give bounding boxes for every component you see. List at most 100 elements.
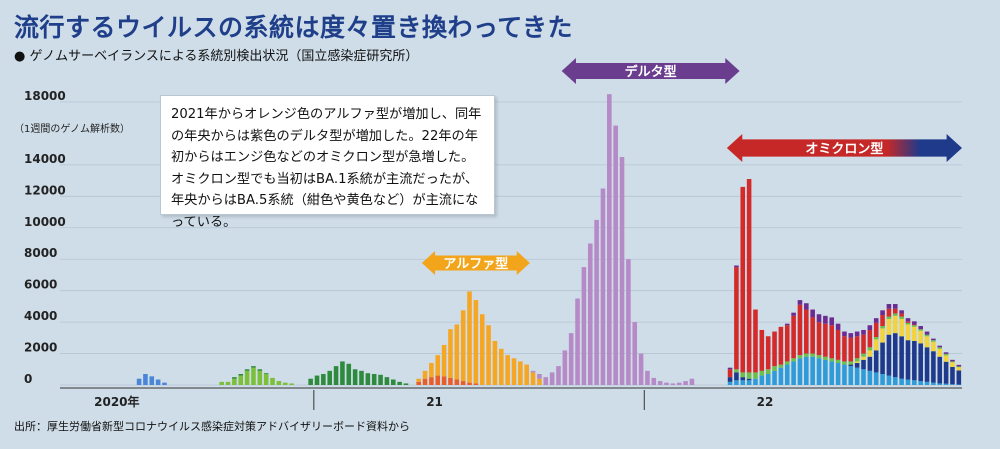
- bar-segment: [346, 363, 352, 385]
- bar-segment: [880, 315, 885, 327]
- y-tick-label: 14000: [24, 152, 66, 166]
- bar-segment: [238, 375, 244, 385]
- era-arrow: [421, 251, 530, 275]
- y-tick-label: 8000: [24, 246, 57, 260]
- bar-segment: [467, 291, 472, 383]
- bar-segment: [359, 370, 364, 385]
- bar-segment: [670, 383, 676, 385]
- bar-segment: [607, 94, 612, 385]
- bar-segment: [956, 364, 962, 367]
- bar-segment: [873, 318, 879, 323]
- era-arrow-label: アルファ型: [443, 256, 508, 272]
- bar-segment: [937, 383, 943, 385]
- bar-segment: [937, 345, 943, 348]
- bar-segment: [441, 344, 447, 377]
- bar-segment: [765, 373, 771, 385]
- bar-segment: [854, 358, 860, 362]
- bar-segment: [823, 356, 828, 360]
- bar-segment: [530, 372, 536, 385]
- bar-segment: [835, 329, 841, 360]
- bar-segment: [740, 186, 746, 373]
- bar-segment: [886, 304, 892, 309]
- bar-segment: [899, 318, 904, 337]
- bar-segment: [873, 350, 879, 373]
- bar-segment: [390, 379, 396, 385]
- bar-segment: [829, 358, 835, 362]
- bar-segment: [460, 310, 466, 382]
- bar-segment: [473, 300, 479, 384]
- bar-segment: [886, 318, 892, 335]
- bar-segment: [454, 379, 460, 385]
- bar-segment: [810, 353, 815, 357]
- bar-segment: [518, 361, 523, 385]
- bar-segment: [950, 366, 955, 385]
- bar-segment: [861, 334, 866, 354]
- bar-segment: [365, 373, 371, 385]
- x-tick-label: 21: [426, 395, 443, 409]
- bar-segment: [632, 322, 638, 385]
- bar-segment: [251, 367, 256, 385]
- bar-segment: [746, 378, 752, 381]
- bar-segment: [784, 361, 790, 365]
- bar-segment: [308, 378, 313, 385]
- bar-segment: [924, 334, 930, 337]
- bar-segment: [734, 380, 739, 385]
- bar-segment: [867, 350, 873, 357]
- bar-segment: [753, 309, 758, 373]
- bar-segment: [524, 364, 529, 385]
- x-tick-label: 22: [757, 395, 774, 409]
- bar-segment: [657, 381, 663, 385]
- bar-segment: [931, 382, 936, 385]
- bar-segment: [861, 359, 866, 370]
- bar-segment: [912, 321, 917, 325]
- bar-segment: [918, 343, 923, 382]
- bar-segment: [892, 377, 898, 385]
- bar-segment: [422, 370, 428, 379]
- bar-segment: [676, 382, 682, 385]
- bar-segment: [219, 381, 224, 385]
- bar-segment: [937, 356, 943, 384]
- bar-segment: [568, 333, 574, 385]
- bar-segment: [854, 336, 860, 359]
- bar-segment: [759, 370, 765, 376]
- bar-segment: [835, 323, 841, 330]
- bar-segment: [943, 353, 949, 356]
- bar-segment: [778, 326, 784, 365]
- bar-segment: [511, 358, 517, 385]
- bar-segment: [905, 379, 911, 385]
- bar-segment: [581, 267, 587, 385]
- bar-segment: [784, 323, 790, 326]
- bar-segment: [746, 380, 752, 385]
- bar-segment: [638, 353, 644, 385]
- bar-segment: [772, 366, 777, 371]
- bar-segment: [537, 373, 542, 379]
- y-tick-label: 6000: [24, 278, 57, 292]
- bar-segment: [422, 378, 428, 385]
- bar-segment: [530, 370, 536, 373]
- bar-segment: [765, 369, 771, 374]
- bar-segment: [880, 310, 885, 316]
- bar-segment: [740, 372, 746, 378]
- bar-segment: [327, 370, 333, 385]
- bar-segment: [371, 373, 377, 385]
- bar-segment: [905, 322, 911, 325]
- bar-segment: [899, 310, 904, 314]
- bar-segment: [244, 370, 250, 385]
- bar-segment: [905, 318, 911, 322]
- y-tick-label: 4000: [24, 309, 57, 323]
- bar-segment: [429, 377, 434, 385]
- bar-segment: [797, 355, 803, 359]
- bar-segment: [899, 336, 904, 379]
- bar-segment: [943, 352, 949, 354]
- bar-segment: [257, 369, 263, 371]
- y-tick-labels: 0 2000 4000 6000 8000 10000 12000 14000 18000: [24, 89, 66, 386]
- bar-segment: [244, 369, 250, 371]
- bar-segment: [435, 355, 441, 376]
- bar-segment: [804, 353, 809, 357]
- bar-segment: [861, 369, 866, 385]
- bar-segment: [454, 324, 460, 380]
- bar-segment: [314, 375, 320, 385]
- bar-segment: [651, 377, 657, 385]
- bar-segment: [435, 375, 441, 385]
- bar-segment: [549, 372, 555, 385]
